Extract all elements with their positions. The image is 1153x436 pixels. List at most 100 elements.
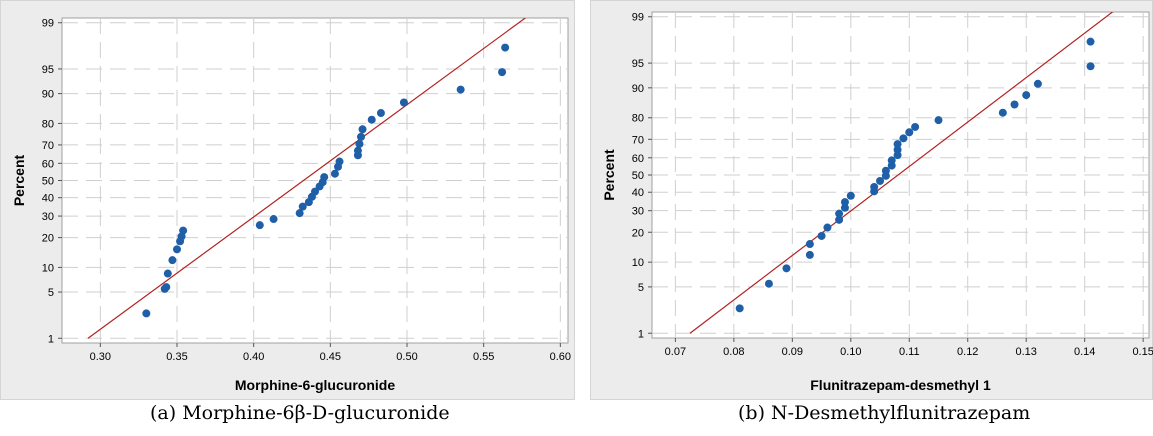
data-point [817,231,826,240]
y-tick-label: 40 [42,193,54,205]
data-point [1033,79,1042,88]
data-point [142,309,151,318]
data-point [269,215,278,224]
data-point [1010,100,1019,109]
x-tick-label: 0.45 [320,351,341,363]
data-point [893,140,902,149]
data-point [835,209,844,218]
data-point [899,134,908,143]
y-tick-label: 20 [42,233,54,245]
data-point [168,256,177,265]
chart-panel-b: 0.07 0.08 0.09 0.10 0.11 0.12 0.13 0.14 0.15 1 5 10… [590,0,1153,400]
x-tick-label: 0.11 [899,346,920,358]
x-tick-label: 0.60 [550,351,571,363]
y-tick-label: 70 [632,134,644,146]
y-tick-label: 30 [42,211,54,223]
x-tick-label: 0.07 [665,346,686,358]
data-point [358,125,367,134]
y-tick-label: 10 [42,262,54,274]
y-tick-label: 5 [638,282,644,294]
data-point [835,215,844,224]
data-point [295,209,304,218]
chart-caption-b: (b) N-Desmethylflunitrazepam [738,402,1031,424]
data-point [998,108,1007,117]
data-point [1022,91,1031,100]
y-tick-label: 40 [632,187,644,199]
y-tick-label: 95 [42,64,54,76]
data-point [764,279,773,288]
data-point [782,264,791,273]
y-tick-label: 50 [42,176,54,188]
x-tick-label: 0.10 [840,346,861,358]
data-point [805,250,814,259]
x-tick-label: 0.13 [1016,346,1037,358]
x-tick-label: 0.15 [1132,346,1153,358]
x-axis-title: Flunitrazepam-desmethyl 1 [810,377,991,393]
normal-probability-plot-a: 0.30 0.35 0.40 0.45 0.50 0.55 0.60 1 5 10 20 30 40 50… [0,0,575,400]
data-point [355,139,364,148]
data-point [887,156,896,165]
data-point [905,128,914,137]
x-tick-label: 0.09 [782,346,803,358]
data-point [298,202,307,211]
data-point [805,240,814,249]
y-tick-label: 50 [632,170,644,182]
data-point [735,304,744,313]
data-point [456,85,465,94]
data-point [893,145,902,154]
data-point [173,245,181,254]
y-tick-label: 99 [632,12,644,24]
data-point [498,68,507,77]
y-tick-label: 10 [632,257,644,269]
data-point [823,223,832,232]
y-tick-label: 90 [632,83,644,95]
grid-lines [652,12,1149,338]
x-tick-label: 0.35 [166,351,187,363]
y-tick-label: 60 [42,158,54,170]
data-point [311,187,319,196]
data-point [876,176,885,185]
data-point [353,146,362,155]
data-point [376,109,385,118]
data-point [870,182,879,191]
y-tick-label: 80 [632,113,644,125]
y-tick-label: 80 [42,118,54,130]
y-tick-label: 99 [42,18,54,30]
chart-panel-a: 0.30 0.35 0.40 0.45 0.50 0.55 0.60 1 5 10 20 30 40 50… [0,0,575,400]
data-point [934,116,943,125]
x-tick-label: 0.30 [90,351,111,363]
data-point [840,203,849,212]
y-tick-label: 60 [632,153,644,165]
fit-line [689,12,1114,334]
x-tick-label: 0.08 [723,346,744,358]
y-tick-label: 30 [632,206,644,218]
y-tick-label: 1 [638,328,644,340]
data-point [1086,62,1095,71]
data-point [399,98,408,107]
x-tick-label: 0.12 [957,346,978,358]
data-point [255,221,264,230]
y-tick-label: 95 [632,58,644,70]
x-axis-title: Morphine-6-glucuronide [235,377,395,393]
x-tick-label: 0.50 [396,351,417,363]
grid-lines [62,18,568,343]
y-tick-label: 20 [632,227,644,239]
y-tick-label: 5 [48,287,54,299]
data-point [357,132,365,141]
y-tick-label: 90 [42,89,54,101]
data-point [320,173,329,182]
data-point [1086,37,1095,46]
data-point [840,198,849,207]
x-tick-label: 0.40 [243,351,264,363]
normal-probability-plot-b: 0.07 0.08 0.09 0.10 0.11 0.12 0.13 0.14 0.15 1 5 10… [590,0,1153,400]
data-point [367,115,376,124]
data-point [179,226,188,235]
data-point [911,122,920,131]
data-point [881,166,890,175]
y-axis-title: Percent [601,149,617,201]
data-point [330,169,339,178]
y-tick-label: 70 [42,140,54,152]
data-point [501,43,510,52]
data-point [162,283,171,292]
data-points [142,43,510,318]
